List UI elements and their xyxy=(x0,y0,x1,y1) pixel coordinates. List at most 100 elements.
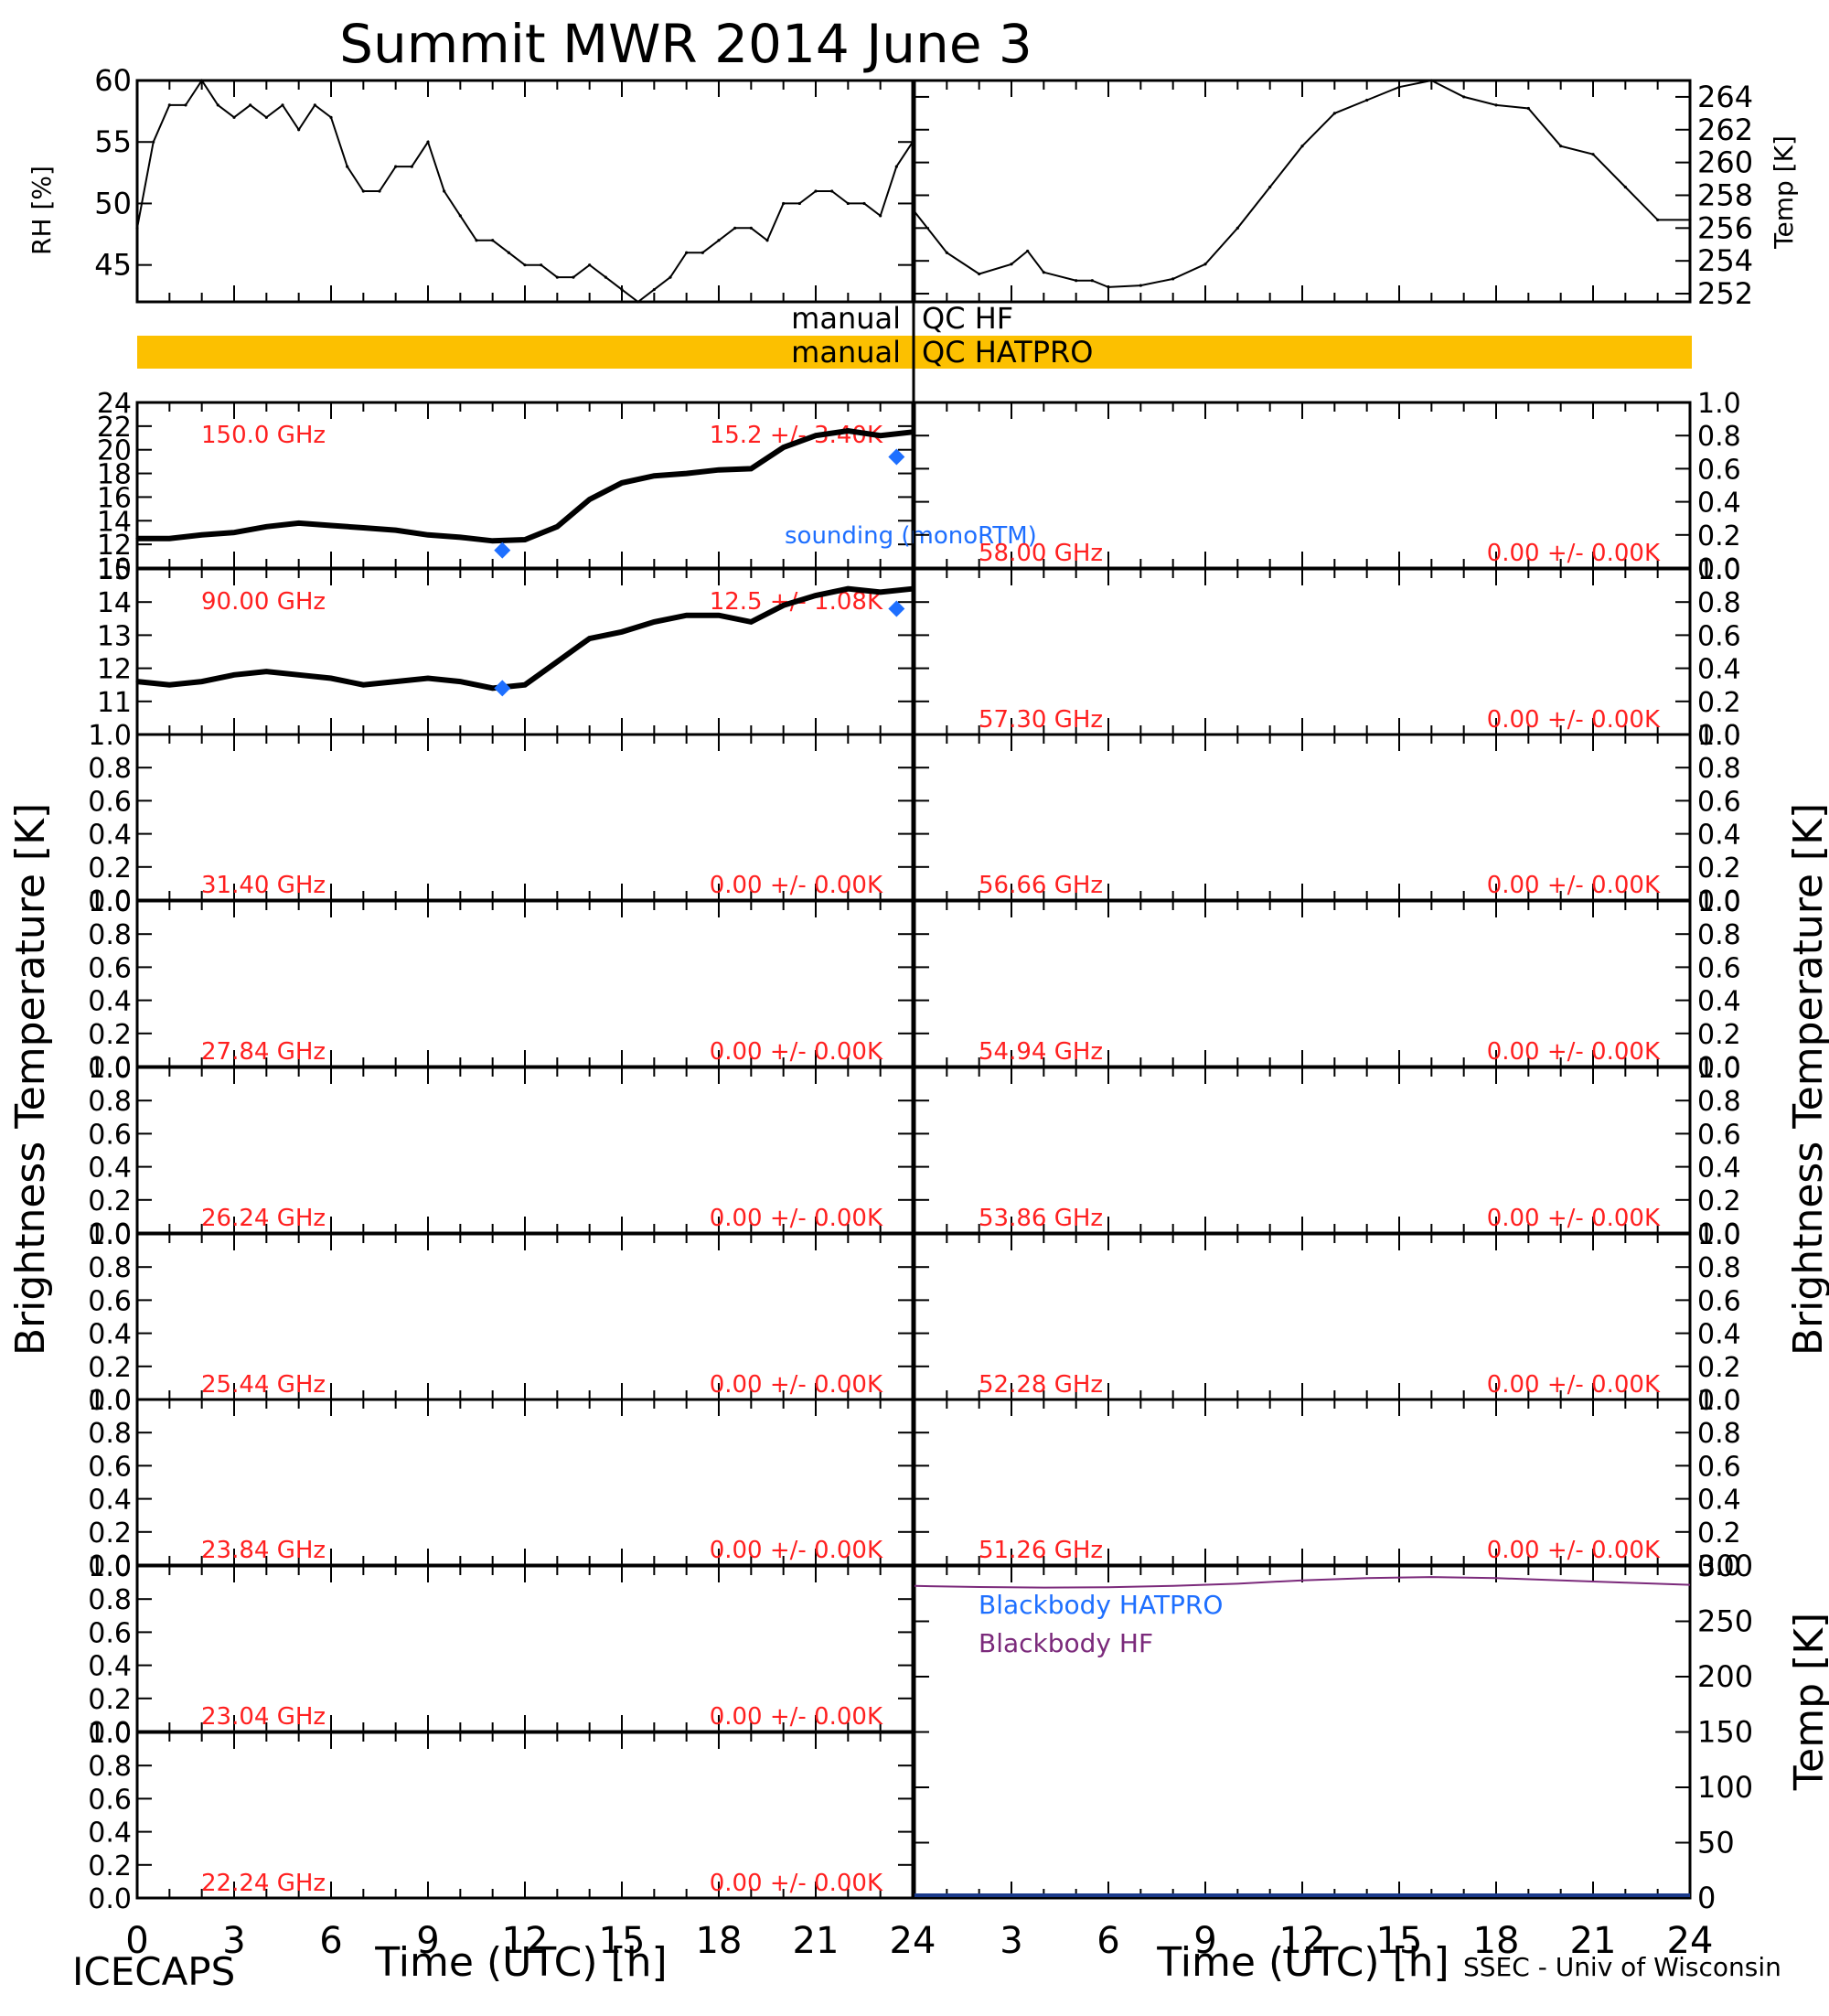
x-tick-label-right: 6 xyxy=(1096,1920,1119,1962)
temp-top-panel-y-tick-label: 258 xyxy=(1697,177,1753,212)
temp-series-point xyxy=(1429,79,1433,82)
rh-series-point xyxy=(717,239,721,242)
tb-right-panel-y-tick-label: 0.8 xyxy=(1697,1252,1741,1284)
tb-left-panel-y-tick-label: 0.0 xyxy=(88,1717,132,1749)
tb-left-panel-y-tick-label: 0.2 xyxy=(88,853,132,885)
tb-right-panel-y-tick-label: 0.2 xyxy=(1697,1019,1741,1051)
tb-series-point xyxy=(329,523,333,528)
tb-left-panel-y-tick-label: 0.8 xyxy=(88,1751,132,1783)
tb-left-panel-y-tick-label: 0.0 xyxy=(88,1550,132,1582)
tb-series-point xyxy=(749,466,753,470)
temp-series-point xyxy=(1203,263,1207,266)
tb-left-panel-y-tick-label: 0.8 xyxy=(88,1252,132,1284)
tb-right-panel-y-tick-label: 0.6 xyxy=(1697,786,1741,818)
tb-series-point xyxy=(491,686,495,690)
x-tick-label-left: 0 xyxy=(125,1920,148,1962)
tb-left-panel-y-tick-label: 0.8 xyxy=(88,1086,132,1118)
tb-left-panel-y-tick-label: 1.0 xyxy=(88,1718,132,1750)
panel-frequency-label: 53.86 GHz xyxy=(979,1205,1103,1232)
tb-right-panel-y-tick-label: 1.0 xyxy=(1697,388,1741,420)
x-tick-label-right: 12 xyxy=(1279,1920,1326,1962)
tb-left-panel-y-tick-label: 0.4 xyxy=(88,1153,132,1185)
tb-right-panel-y-tick-label: 0.4 xyxy=(1697,654,1741,686)
tb-left-panel-y-tick-label: 0.6 xyxy=(88,786,132,818)
tb-right-panel-y-tick-label: 0.6 xyxy=(1697,454,1741,486)
rh-series-point xyxy=(540,263,543,267)
qc-hatpro-label-left: manual xyxy=(791,335,901,370)
tb-left-panel-y-tick-label: 0.8 xyxy=(88,919,132,951)
tb-left-panel-y-tick-label: 0.2 xyxy=(88,1185,132,1217)
rh-series-point xyxy=(313,103,316,107)
tb-series-point xyxy=(167,683,171,687)
temp-series-point xyxy=(1559,145,1563,148)
tb-right-panel-y-tick-label: 0.8 xyxy=(1697,919,1741,951)
tb-right-panel-y-tick-label: 0.6 xyxy=(1697,1451,1741,1483)
temp-top-panel-y-tick-label: 254 xyxy=(1697,243,1753,278)
sounding-point xyxy=(888,600,905,617)
tb-left-panel-y-tick-label: 12 xyxy=(97,530,132,562)
panel-frequency-label: 31.40 GHz xyxy=(201,872,326,899)
tb-series-point xyxy=(232,673,236,677)
panel-stats-label: 0.00 +/- 0.00K xyxy=(710,1038,883,1066)
rh-series-point xyxy=(394,165,398,168)
rh-series-point xyxy=(797,201,801,206)
tb-left-panel-y-tick-label: 10 xyxy=(97,553,132,585)
tb-left-panel-y-tick-label: 0.8 xyxy=(88,753,132,785)
rh-series-point xyxy=(200,79,204,82)
tb-right-panel-y-tick-label: 0.4 xyxy=(1697,986,1741,1018)
rh-series-point xyxy=(491,239,495,242)
blackbody-panel-y-tick-label: 100 xyxy=(1697,1770,1753,1805)
tb-left-panel-y-tick-label: 24 xyxy=(97,388,132,420)
temp-series-point xyxy=(1042,271,1045,274)
panel-frequency-label: 52.28 GHz xyxy=(979,1371,1103,1399)
tb-right-panel-y-tick-label: 1.0 xyxy=(1697,720,1741,752)
panel-stats-label: 0.00 +/- 0.00K xyxy=(1487,540,1661,567)
temp-series-point xyxy=(1332,112,1336,115)
x-tick-label-left: 21 xyxy=(793,1920,840,1962)
tb-left-axis-label: Brightness Temperature [K] xyxy=(7,803,54,1356)
temp-series-point xyxy=(1300,145,1304,148)
tb-left-panel-y-tick-label: 0.0 xyxy=(88,1052,132,1084)
temp-series-point xyxy=(1526,106,1530,111)
rh-series-point xyxy=(152,140,155,144)
temp-series-point xyxy=(913,209,916,214)
temp-series-point xyxy=(1462,95,1466,99)
temp-series-point xyxy=(1365,98,1369,102)
tb-left-panel-y-tick-label: 1.0 xyxy=(88,886,132,918)
rh-series-point xyxy=(685,251,689,254)
panel-frequency-label: 25.44 GHz xyxy=(201,1371,326,1399)
panel-stats-label: 0.00 +/- 0.00K xyxy=(710,1537,883,1564)
temp-series-point xyxy=(1268,185,1272,189)
x-tick-label-left: 9 xyxy=(416,1920,439,1962)
rh-series-point xyxy=(167,103,171,107)
tb-left-panel-y-tick-label: 0.6 xyxy=(88,1617,132,1649)
panel-frequency-label: 22.24 GHz xyxy=(201,1870,326,1897)
tb-left-panel-y-tick-label: 0.4 xyxy=(88,986,132,1018)
tb-series-point xyxy=(555,659,559,663)
tb-left-panel-y-tick-label: 1.0 xyxy=(88,720,132,752)
tb-series-point xyxy=(458,535,462,539)
temp-top-panel-y-tick-label: 262 xyxy=(1697,113,1753,147)
tb-right-panel-y-tick-label: 0.2 xyxy=(1697,1352,1741,1384)
tb-left-panel-y-tick-label: 0.6 xyxy=(88,1119,132,1151)
tb-left-panel-y-tick-label: 0.4 xyxy=(88,820,132,852)
tb-right-panel-y-tick-label: 1.0 xyxy=(1697,1385,1741,1417)
tb-right-panel-y-tick-label: 0.2 xyxy=(1697,1517,1741,1550)
tb-series-point xyxy=(879,590,882,594)
tb-series-point xyxy=(782,604,786,607)
rh-panel-y-tick-label: 60 xyxy=(94,63,132,98)
rh-series-point xyxy=(668,275,672,279)
rh-axis-label: RH [%] xyxy=(27,166,57,255)
tb-series-point xyxy=(167,537,171,541)
tb-left-panel-y-tick-label: 20 xyxy=(97,435,132,467)
rh-series-point xyxy=(443,189,446,193)
tb-series-point xyxy=(814,434,818,437)
rh-series-point xyxy=(830,189,834,193)
tb-right-panel-y-tick-label: 0.0 xyxy=(1697,1052,1741,1084)
tb-series-point xyxy=(846,587,850,591)
panel-frequency-label: 54.94 GHz xyxy=(979,1038,1103,1066)
sounding-point xyxy=(494,680,511,697)
tb-left-panel-y-tick-label: 14 xyxy=(97,506,132,538)
panel-stats-label: 0.00 +/- 0.00K xyxy=(1487,706,1661,734)
